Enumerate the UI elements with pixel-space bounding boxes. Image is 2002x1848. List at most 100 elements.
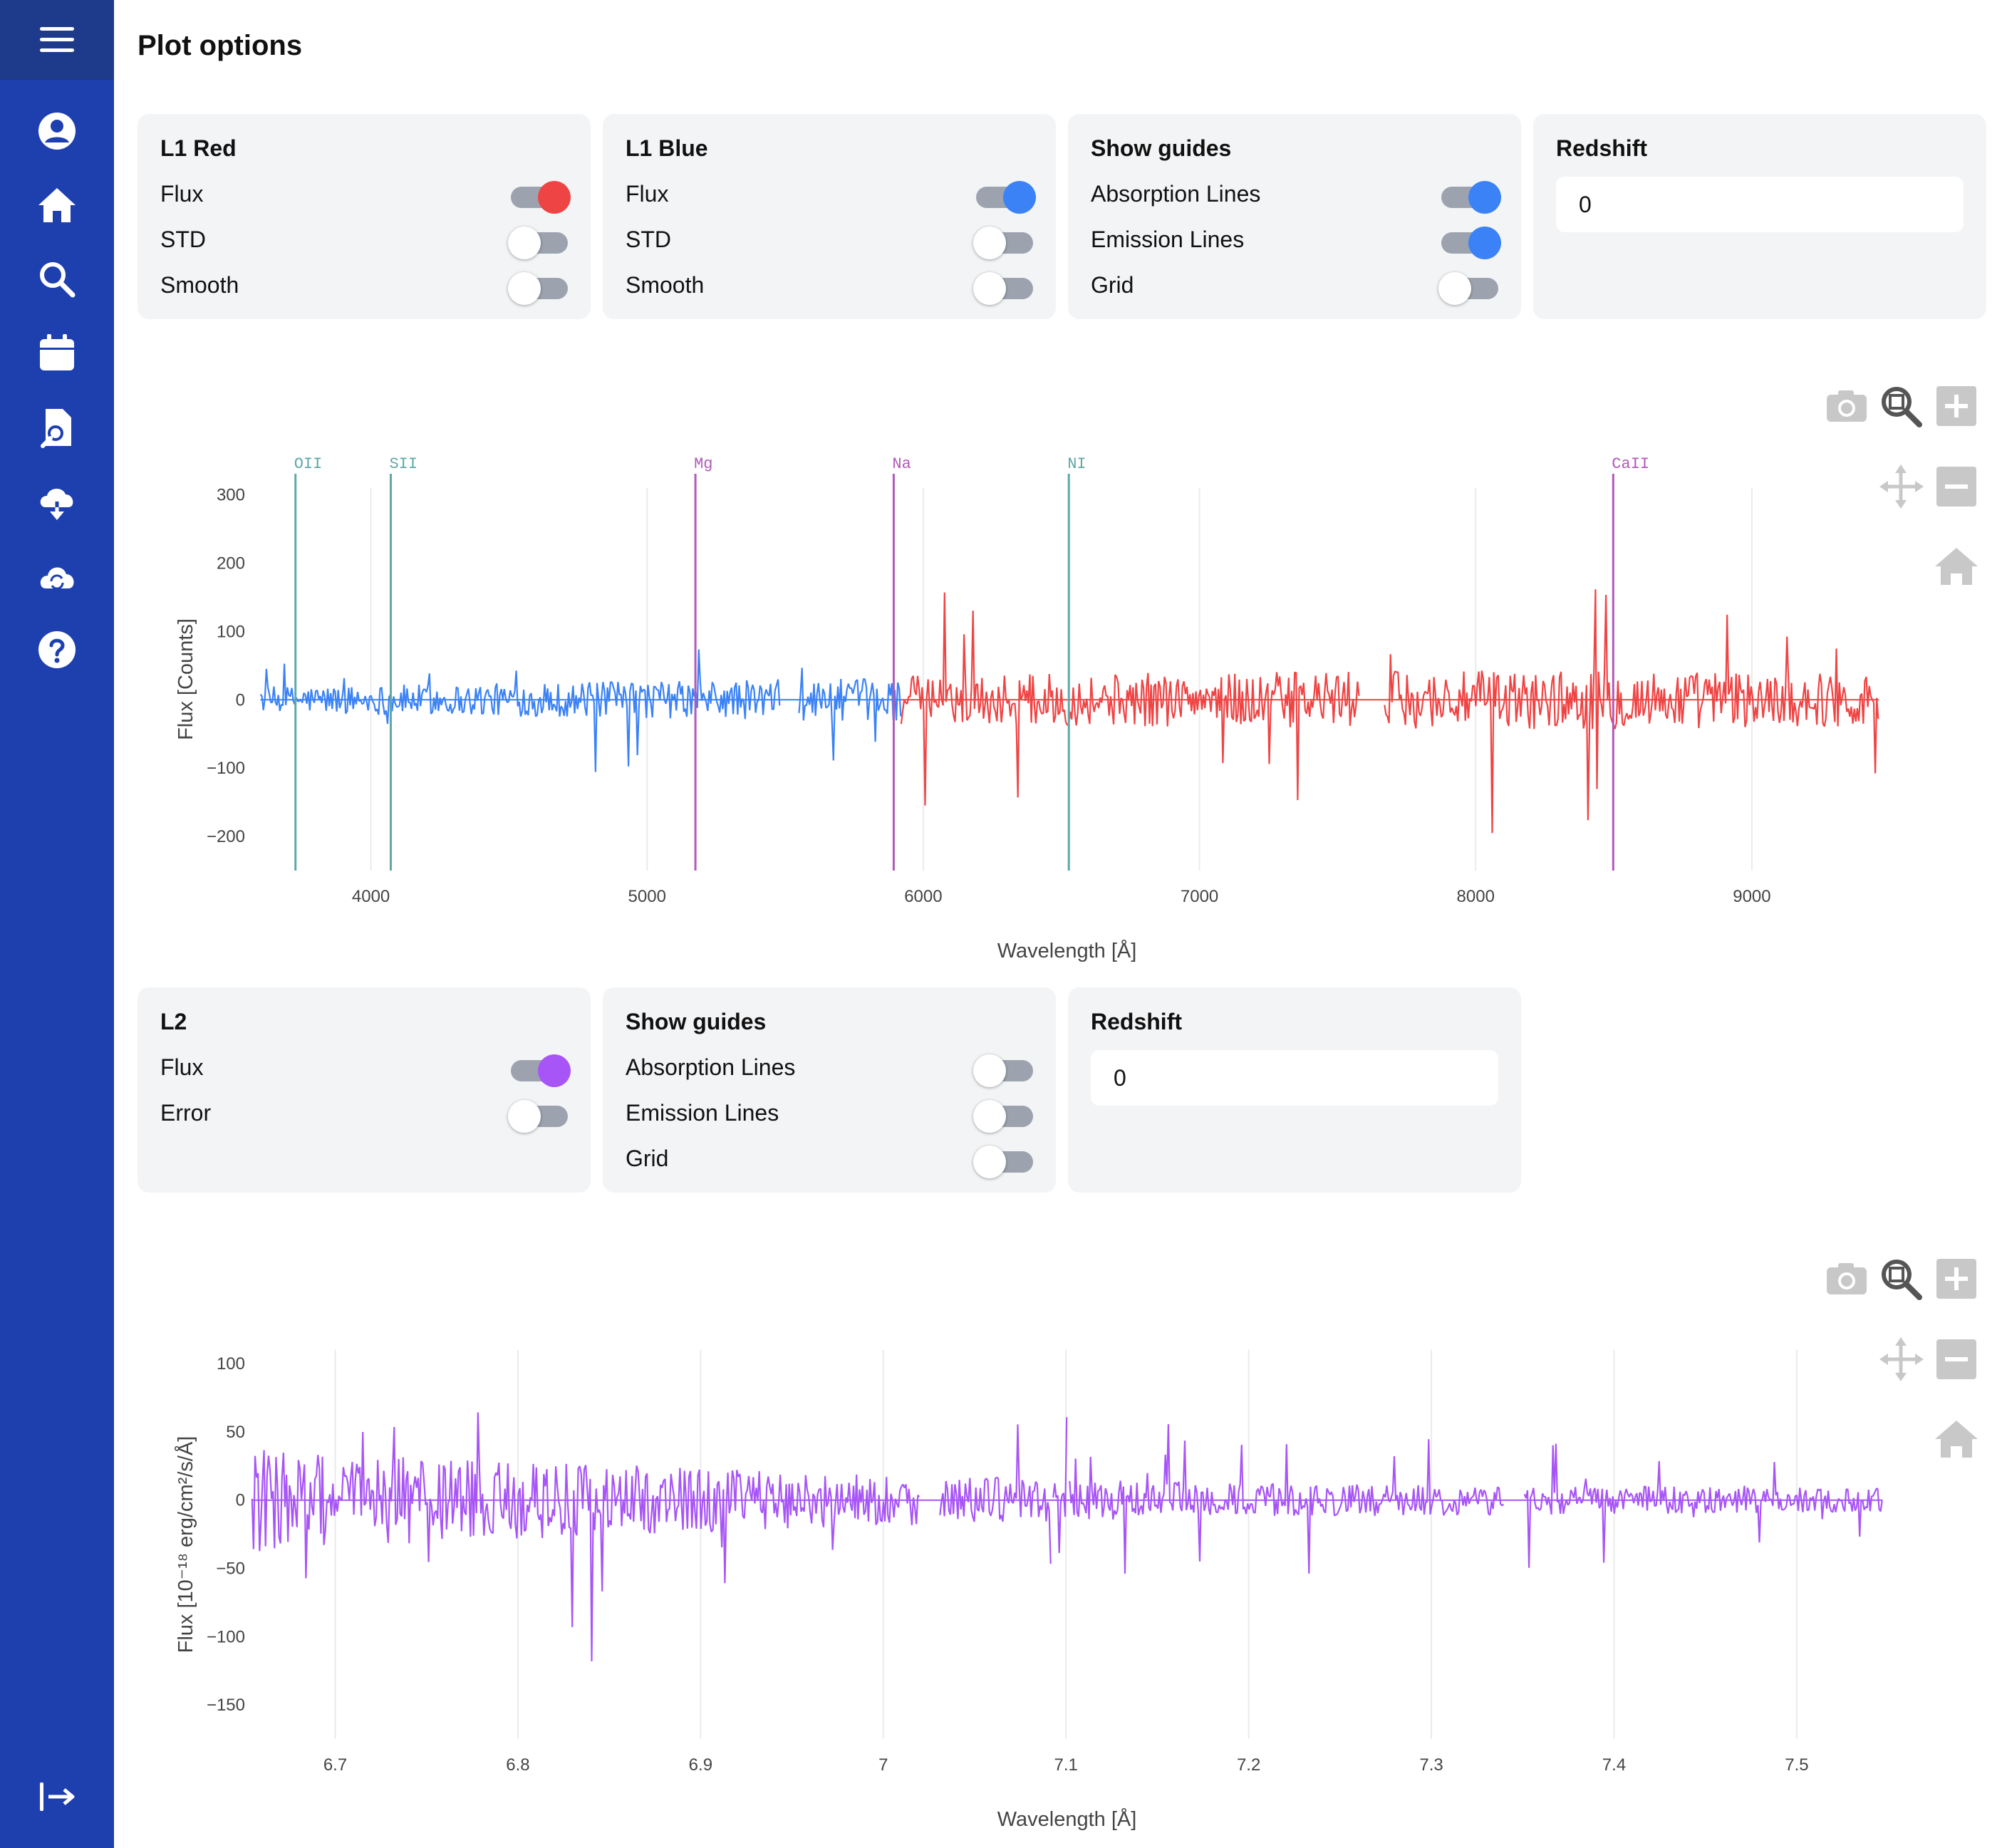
l1-absorption-toggle[interactable] (1441, 181, 1501, 214)
l2-grid-toggle[interactable] (973, 1146, 1033, 1178)
zoom-in-icon (1936, 1259, 1976, 1299)
x-tick-label: 6.7 (323, 1755, 347, 1775)
card-title: Redshift (1556, 135, 1647, 161)
option-label: Grid (626, 1146, 669, 1171)
guide-line-label: OII (294, 455, 323, 473)
l1-absorption-row: Absorption Lines (1091, 172, 1501, 218)
l1-red-flux-toggle[interactable] (511, 181, 571, 214)
l1-blue-smooth-toggle[interactable] (973, 272, 1033, 305)
user-icon[interactable] (36, 110, 78, 152)
l1-red-smooth-toggle[interactable] (508, 272, 568, 305)
l2-absorption-toggle[interactable] (973, 1054, 1033, 1087)
l2-redshift-input[interactable] (1091, 1050, 1498, 1106)
l1-emission-row: Emission Lines (1091, 218, 1501, 264)
l1-blue-std-row: STD (626, 218, 1033, 264)
option-label: STD (160, 227, 206, 252)
option-label: Absorption Lines (626, 1054, 796, 1080)
card-title: L2 (160, 1009, 187, 1034)
y-tick-label: 100 (217, 622, 245, 641)
camera-icon (1827, 1263, 1867, 1294)
l2-spectrum-chart: 6.7 6.8 6.9 7 7.1 7.2 7.3 7.4 7.5 100 50 0 −50 −100 −1… (114, 1243, 2002, 1842)
l1-redshift-input[interactable] (1556, 177, 1964, 232)
l1-emission-toggle[interactable] (1441, 227, 1501, 259)
l1-red-std-toggle[interactable] (508, 227, 568, 259)
l1-red-smooth-row: Smooth (160, 264, 568, 309)
option-label: Flux (160, 1054, 204, 1080)
l1-redshift-card: Redshift (1533, 114, 1986, 319)
cloud-download-icon[interactable] (36, 480, 78, 523)
y-tick-label: −200 (207, 827, 245, 846)
series-purple-trace (1523, 1443, 1883, 1568)
camera-icon (1827, 390, 1867, 422)
document-search-icon[interactable] (36, 406, 78, 449)
y-tick-label: 50 (226, 1423, 245, 1442)
card-title: Redshift (1091, 1009, 1182, 1034)
l1-blue-smooth-row: Smooth (626, 264, 1033, 309)
y-axis-title: Flux [Counts] (175, 618, 197, 740)
zoom-handle (1903, 1281, 1922, 1300)
home-icon[interactable] (36, 184, 78, 227)
cloud-sync-icon[interactable] (36, 554, 78, 597)
option-label: STD (626, 227, 671, 252)
zoom-box (1889, 1267, 1904, 1282)
zoom-icon (1882, 387, 1922, 427)
l1-spectrum-plot[interactable]: 4000 5000 6000 7000 8000 9000 300 200 100 0 −100 −2… (114, 370, 2002, 962)
help-icon[interactable] (36, 628, 78, 671)
x-tick-label: 7 (878, 1755, 888, 1775)
l2-flux-row: Flux (160, 1046, 571, 1091)
option-label: Smooth (160, 272, 239, 298)
option-label: Flux (626, 181, 669, 207)
l1-spectrum-chart: 4000 5000 6000 7000 8000 9000 300 200 100 0 −100 −2… (114, 370, 2002, 962)
calendar-icon[interactable] (36, 332, 78, 375)
series-purple-trace (939, 1424, 1052, 1564)
option-label: Grid (1091, 272, 1134, 298)
camera-top (1838, 1263, 1854, 1270)
pan-icon (1879, 464, 1924, 509)
x-tick-label: 5000 (628, 887, 666, 906)
l1-blue-flux-row: Flux (626, 172, 1036, 218)
y-tick-label: −100 (207, 1627, 245, 1646)
l1-blue-std-toggle[interactable] (973, 227, 1033, 259)
l2-spectrum-plot[interactable]: 6.7 6.8 6.9 7 7.1 7.2 7.3 7.4 7.5 100 50 0 −50 −100 −1… (114, 1243, 2002, 1842)
x-tick-label: 7000 (1181, 887, 1218, 906)
y-tick-label: 300 (217, 486, 245, 505)
x-tick-label: 6.8 (506, 1755, 529, 1775)
camera-lens (1841, 1275, 1852, 1287)
l1-red-flux-row: Flux (160, 172, 571, 218)
home-shape (1935, 548, 1978, 585)
l1-guides-card: Show guides Absorption Lines Emission Li… (1068, 114, 1521, 319)
l1-grid-toggle[interactable] (1438, 272, 1498, 305)
l1-red-card: L1 Red Flux STD Smooth (138, 114, 591, 319)
zoom-out-icon (1936, 467, 1976, 507)
logout-icon[interactable] (36, 1775, 78, 1818)
l2-emission-row: Emission Lines (626, 1091, 1033, 1137)
zoom-icon (1882, 1260, 1922, 1300)
option-label: Smooth (626, 272, 705, 298)
x-tick-label: 7.5 (1785, 1755, 1808, 1775)
plot-toolbar (1827, 386, 1978, 585)
series-purple-trace (251, 1412, 920, 1662)
x-tick-label: 6.9 (689, 1755, 712, 1775)
l2-flux-toggle[interactable] (511, 1054, 571, 1087)
zoom-in-v (1954, 1267, 1959, 1290)
l2-emission-toggle[interactable] (973, 1100, 1033, 1133)
x-tick-label: 7.3 (1419, 1755, 1443, 1775)
search-icon[interactable] (36, 258, 78, 301)
series-blue-trace (259, 649, 781, 772)
menu-icon[interactable] (36, 19, 78, 61)
x-axis-title: Wavelength [Å] (997, 1807, 1137, 1831)
option-label: Emission Lines (1091, 227, 1245, 252)
zoom-out-icon (1936, 1339, 1976, 1379)
series-purple-trace (1052, 1417, 1068, 1553)
zoom-handle (1903, 408, 1922, 427)
card-title: Show guides (626, 1009, 767, 1034)
x-tick-label: 9000 (1733, 887, 1770, 906)
card-title: L1 Blue (626, 135, 708, 161)
l1-blue-flux-toggle[interactable] (976, 181, 1036, 214)
zoom-out-h (1945, 1357, 1968, 1361)
l2-redshift-card: Redshift (1068, 987, 1521, 1193)
l2-absorption-row: Absorption Lines (626, 1046, 1033, 1091)
series-purple-trace (1069, 1424, 1505, 1574)
l2-error-toggle[interactable] (508, 1100, 568, 1133)
zoom-lens (1882, 387, 1912, 417)
